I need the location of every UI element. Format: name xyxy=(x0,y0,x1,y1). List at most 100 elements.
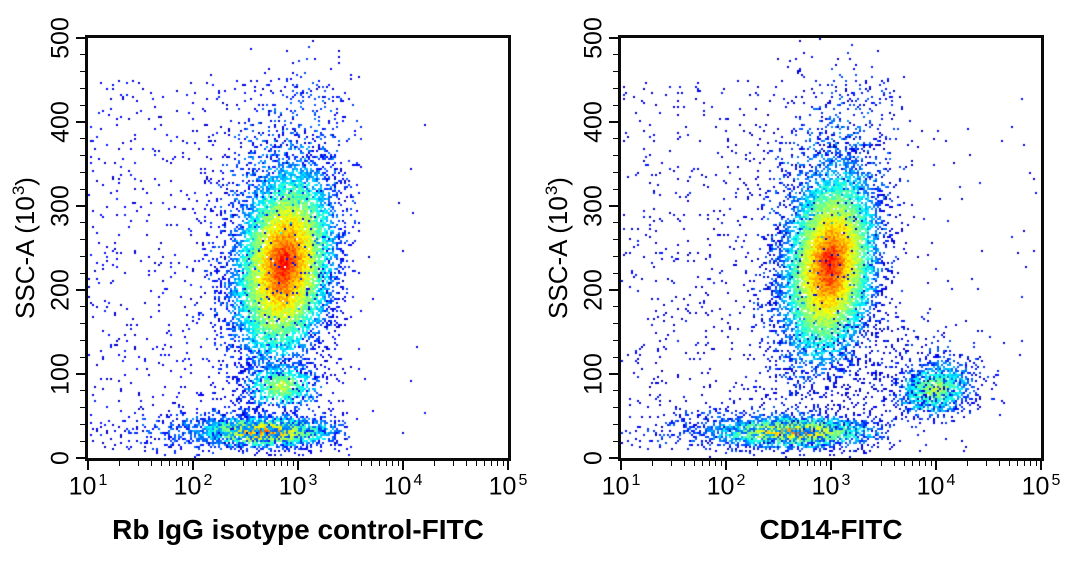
y-minor-tick xyxy=(80,339,85,341)
x-tick-label: 10 2 xyxy=(707,472,746,501)
y-minor-tick xyxy=(80,390,85,392)
y-minor-tick xyxy=(613,239,618,241)
x-minor-tick xyxy=(693,461,695,466)
x-tick-exponent: 2 xyxy=(203,472,213,489)
y-tick-label: 300 xyxy=(579,185,608,227)
y-minor-tick xyxy=(613,390,618,392)
x-minor-tick xyxy=(903,461,905,466)
y-major-tick xyxy=(609,457,618,459)
x-tick-label: 10 5 xyxy=(489,472,528,501)
y-minor-tick xyxy=(613,356,618,358)
y-minor-tick xyxy=(80,54,85,56)
x-minor-tick xyxy=(360,461,362,466)
y-minor-tick xyxy=(613,87,618,89)
x-tick-label: 10 3 xyxy=(812,472,851,501)
y-axis-label-suffix: ) xyxy=(542,177,573,186)
y-axis-label-suffix: ) xyxy=(9,177,40,186)
y-tick-label: 500 xyxy=(46,17,75,59)
x-minor-tick xyxy=(475,461,477,466)
x-major-tick xyxy=(1040,461,1042,470)
x-minor-tick xyxy=(242,461,244,466)
y-tick-label: 500 xyxy=(579,17,608,59)
x-tick-label: 10 3 xyxy=(279,472,318,501)
x-minor-tick xyxy=(255,461,257,466)
x-tick-exponent: 3 xyxy=(308,472,318,489)
x-minor-tick xyxy=(392,461,394,466)
y-minor-tick xyxy=(613,423,618,425)
x-minor-tick xyxy=(397,461,399,466)
y-minor-tick xyxy=(80,323,85,325)
x-minor-tick xyxy=(386,461,388,466)
y-minor-tick xyxy=(613,188,618,190)
x-minor-tick xyxy=(709,461,711,466)
x-minor-tick xyxy=(465,461,467,466)
y-major-tick xyxy=(76,373,85,375)
x-tick-exponent: 1 xyxy=(98,472,108,489)
cd14-density-scatter-canvas xyxy=(621,38,1041,458)
x-minor-tick xyxy=(985,461,987,466)
y-minor-tick xyxy=(613,155,618,157)
x-minor-tick xyxy=(370,461,372,466)
y-minor-tick xyxy=(80,440,85,442)
y-minor-tick xyxy=(80,222,85,224)
y-major-tick xyxy=(76,121,85,123)
x-minor-tick xyxy=(925,461,927,466)
y-tick-label: 200 xyxy=(46,269,75,311)
x-tick-base: 10 xyxy=(68,472,97,501)
y-minor-tick xyxy=(80,71,85,73)
y-major-tick xyxy=(609,37,618,39)
x-minor-tick xyxy=(292,461,294,466)
x-minor-tick xyxy=(187,461,189,466)
x-minor-tick xyxy=(497,461,499,466)
x-tick-exponent: 1 xyxy=(631,472,641,489)
y-axis-label: SSC-A (103) xyxy=(542,177,573,319)
y-minor-tick xyxy=(613,306,618,308)
y-major-tick xyxy=(76,205,85,207)
x-minor-tick xyxy=(137,461,139,466)
y-minor-tick xyxy=(613,272,618,274)
x-minor-tick xyxy=(176,461,178,466)
x-axis-title: CD14-FITC xyxy=(759,514,903,545)
y-tick-label: 100 xyxy=(46,353,75,395)
y-minor-tick xyxy=(613,255,618,257)
x-tick-label: 10 5 xyxy=(1022,472,1061,501)
x-minor-tick xyxy=(150,461,152,466)
y-minor-tick xyxy=(80,138,85,140)
y-major-tick xyxy=(609,121,618,123)
y-minor-tick xyxy=(613,104,618,106)
y-tick-label: 200 xyxy=(579,269,608,311)
y-axis-label-exponent: 3 xyxy=(9,185,29,196)
x-minor-tick xyxy=(967,461,969,466)
x-minor-tick xyxy=(912,461,914,466)
x-minor-tick xyxy=(1030,461,1032,466)
y-tick-label: 0 xyxy=(579,451,608,465)
x-tick-exponent: 4 xyxy=(413,472,423,489)
x-minor-tick xyxy=(820,461,822,466)
x-minor-tick xyxy=(379,461,381,466)
y-tick-label: 0 xyxy=(46,451,75,465)
y-minor-tick xyxy=(613,323,618,325)
x-minor-tick xyxy=(670,461,672,466)
y-minor-tick xyxy=(80,239,85,241)
x-minor-tick xyxy=(919,461,921,466)
x-minor-tick xyxy=(1035,461,1037,466)
x-minor-tick xyxy=(491,461,493,466)
x-major-tick xyxy=(192,461,194,470)
x-tick-exponent: 2 xyxy=(736,472,746,489)
x-minor-tick xyxy=(484,461,486,466)
x-minor-tick xyxy=(452,461,454,466)
y-minor-tick xyxy=(613,440,618,442)
x-minor-tick xyxy=(825,461,827,466)
y-axis-label: SSC-A (103) xyxy=(9,177,40,319)
x-minor-tick xyxy=(287,461,289,466)
x-minor-tick xyxy=(224,461,226,466)
x-tick-exponent: 3 xyxy=(841,472,851,489)
x-major-tick xyxy=(87,461,89,470)
x-tick-base: 10 xyxy=(706,472,735,501)
x-tick-base: 10 xyxy=(811,472,840,501)
y-axis-label-text: SSC-A (10 xyxy=(9,196,40,319)
x-minor-tick xyxy=(434,461,436,466)
x-minor-tick xyxy=(775,461,777,466)
x-minor-tick xyxy=(1024,461,1026,466)
